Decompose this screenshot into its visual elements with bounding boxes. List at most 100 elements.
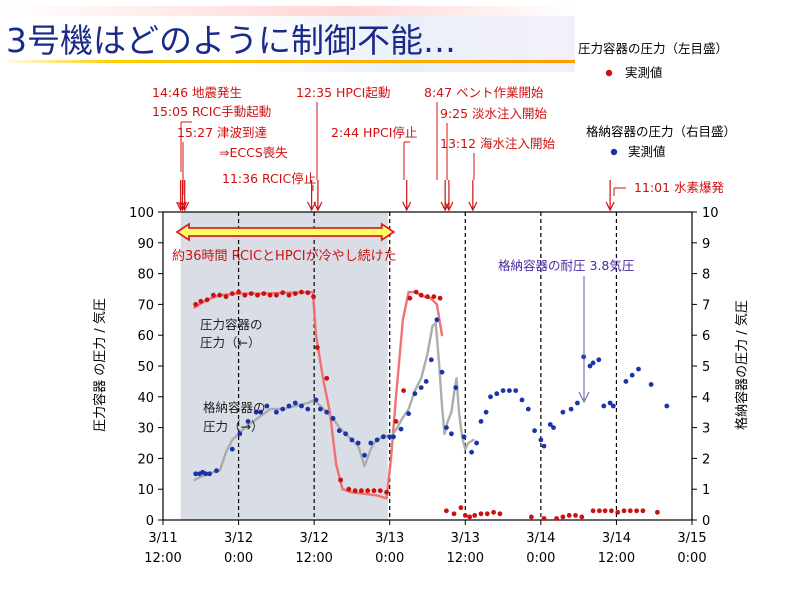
x-tick-label-line1-1: 3/12 <box>224 531 253 546</box>
event-connectors <box>180 102 626 196</box>
event-label-ev7: 2:44 HPCI停止 <box>331 125 417 140</box>
point-left-16 <box>292 291 298 296</box>
point-left-37 <box>431 294 437 300</box>
x-tick-label-line2-7: 0:00 <box>677 551 706 566</box>
x-tick-label-line1-7: 3/15 <box>677 531 706 546</box>
point-right-17 <box>305 406 311 412</box>
point-right-18 <box>313 397 319 403</box>
x-tick-label-line2-0: 12:00 <box>144 551 181 566</box>
point-left-15 <box>286 292 292 298</box>
x-tick-label-line2-2: 12:00 <box>295 551 332 566</box>
y-right-tick-label-6: 6 <box>702 329 710 344</box>
point-left-27 <box>365 488 371 494</box>
pcv-curve-label-1: 格納容器の <box>203 400 266 415</box>
point-right-55 <box>532 428 537 434</box>
point-left-14 <box>280 290 286 296</box>
point-left-23 <box>338 477 343 483</box>
point-right-46 <box>478 419 484 424</box>
legend-pcv-marker <box>610 148 618 156</box>
point-right-38 <box>434 317 440 323</box>
x-tick-label-line2-4: 12:00 <box>447 551 484 566</box>
shade-rect <box>180 212 388 520</box>
point-right-48 <box>488 394 493 400</box>
event-arrow-head-8 <box>468 201 478 212</box>
point-left-12 <box>267 292 273 298</box>
point-left-7 <box>236 289 242 295</box>
y-right-tick-label-0: 0 <box>702 514 710 529</box>
legend-rpv-title: 圧力容器の圧力（左目盛） <box>578 41 728 56</box>
y-left-tick-label-8: 80 <box>137 268 154 283</box>
point-left-41 <box>458 505 464 511</box>
x-tick-label-line2-1: 0:00 <box>224 551 253 566</box>
event-arrow-head-4 <box>313 201 323 212</box>
point-right-43 <box>461 434 467 440</box>
point-right-9 <box>253 409 259 415</box>
y-right-tick-label-2: 2 <box>702 452 710 467</box>
point-left-59 <box>609 508 614 514</box>
point-right-51 <box>507 388 512 393</box>
point-left-10 <box>255 292 260 298</box>
point-right-56 <box>538 437 544 443</box>
gridlines <box>237 212 618 520</box>
y-left-tick-label-2: 20 <box>137 452 154 467</box>
rpv-curve-label-1: 圧力容器の <box>200 317 263 332</box>
design-limit-annotation: 格納容器の耐圧 3.8気圧 <box>498 258 634 273</box>
y-axis-right-ticks: 0 1 2 3 4 5 6 7 8 9 10 <box>692 206 719 529</box>
point-left-51 <box>554 516 559 521</box>
point-left-30 <box>384 489 389 495</box>
y-left-tick-label-6: 60 <box>137 329 154 344</box>
design-limit-arrowhead <box>578 391 590 404</box>
point-left-11 <box>261 291 267 296</box>
point-right-53 <box>519 397 525 403</box>
point-left-65 <box>655 509 660 515</box>
y-right-tick-label-8: 8 <box>702 268 710 283</box>
point-right-14 <box>286 403 292 409</box>
point-right-59 <box>551 425 556 430</box>
point-right-37 <box>428 357 434 363</box>
point-left-50 <box>541 516 547 521</box>
point-right-25 <box>355 440 361 446</box>
point-right-23 <box>343 431 348 437</box>
legend-pcv-title: 格納容器の圧力（右目盛） <box>586 124 736 139</box>
point-right-5 <box>214 468 219 474</box>
point-left-28 <box>371 488 377 494</box>
point-right-3 <box>203 471 209 477</box>
point-right-42 <box>453 385 459 390</box>
point-left-31 <box>393 419 399 424</box>
point-left-5 <box>223 294 229 300</box>
point-left-49 <box>529 514 534 520</box>
y-right-tick-label-5: 5 <box>702 360 710 375</box>
y-left-tick-label-5: 50 <box>137 360 154 375</box>
y-axis-left-title: 圧力容器 の圧力 / 気圧 <box>92 298 108 432</box>
point-left-45 <box>478 511 484 517</box>
point-left-43 <box>467 514 473 520</box>
point-right-67 <box>601 403 607 409</box>
point-right-35 <box>418 385 424 390</box>
event-label-ev8: 8:47 ベント作業開始 <box>424 85 544 100</box>
event-arrow-head-3 <box>307 201 317 212</box>
page-title: 3号機はどのように制御不能… <box>6 21 456 60</box>
event-arrow-head-6 <box>440 201 450 212</box>
y-right-tick-label-4: 4 <box>702 391 710 406</box>
event-label-ev9: 9:25 淡水注入開始 <box>440 106 548 121</box>
point-right-60 <box>560 409 566 415</box>
point-right-20 <box>324 409 330 415</box>
x-tick-label-line2-3: 0:00 <box>375 551 404 566</box>
point-right-61 <box>568 406 574 412</box>
y-right-tick-label-9: 9 <box>702 237 710 252</box>
point-left-0 <box>193 302 199 307</box>
point-left-38 <box>437 295 443 301</box>
point-left-53 <box>566 513 572 518</box>
point-right-68 <box>607 400 613 406</box>
point-right-34 <box>412 391 418 397</box>
point-left-8 <box>242 292 248 298</box>
point-right-58 <box>547 422 553 427</box>
point-right-24 <box>349 437 355 443</box>
point-left-17 <box>299 289 304 295</box>
point-right-21 <box>330 416 336 421</box>
legend-rpv-marker <box>605 69 613 77</box>
event-arrows <box>176 180 615 212</box>
cooling-annotation: 約36時間 RCICとHPCIが冷やし続けた <box>172 249 397 264</box>
point-left-20 <box>314 345 320 350</box>
